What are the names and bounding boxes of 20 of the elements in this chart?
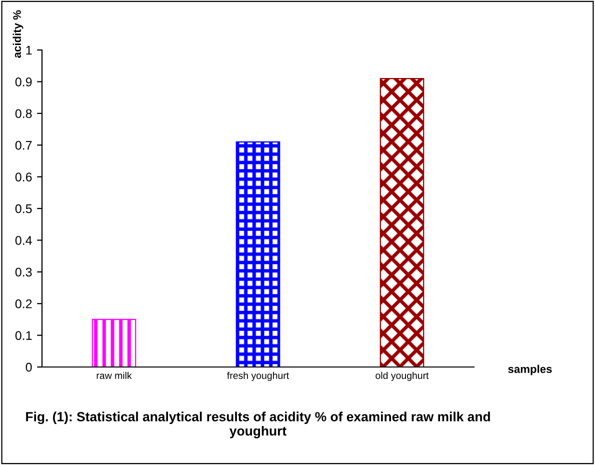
x-tick-label: raw milk (96, 372, 132, 379)
y-tick-label: 1 (26, 46, 32, 55)
x-axis-title: samples (508, 364, 552, 376)
x-tick-label: old youghurt (376, 372, 429, 381)
x-tick-label: fresh youghurt (227, 372, 290, 381)
y-tick-label: 0.9 (15, 78, 32, 86)
y-tick-label: 0.6 (15, 172, 32, 182)
y-tick-label: 0.3 (15, 268, 32, 277)
y-tick-label: 0 (26, 362, 32, 372)
y-tick-label: 0.5 (15, 204, 32, 214)
y-axis-title: acidity % (12, 10, 24, 58)
y-tick-label: 0.4 (15, 236, 32, 245)
y-tick-label: 0.7 (15, 140, 32, 150)
y-tick-label: 0.8 (15, 109, 32, 118)
y-tick-label: 0.2 (15, 299, 32, 308)
bar (236, 141, 280, 367)
text: Fig. (1): Statistical analytical results of acidity % of examined raw milk and youghurt (26, 412, 490, 438)
y-tick-label: 0.1 (15, 331, 32, 340)
bar (380, 78, 424, 367)
bar (92, 318, 136, 367)
